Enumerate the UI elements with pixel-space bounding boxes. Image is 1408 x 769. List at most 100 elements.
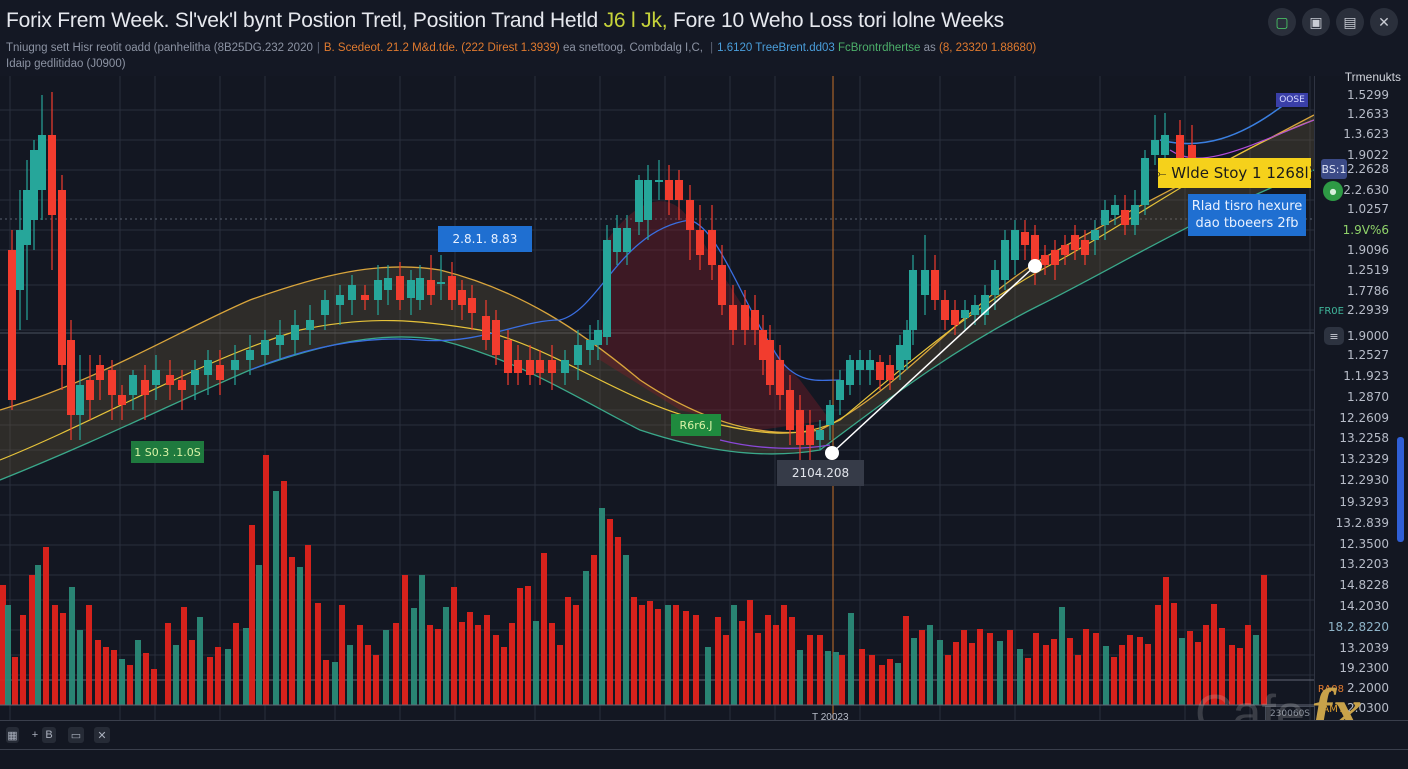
legend-part: Tniugng sett Hisr reotit oadd (panhelith… [6, 42, 313, 54]
price-tick-label: 1.2519 [1347, 263, 1389, 277]
toolbar-divider [0, 749, 1408, 750]
price-value: 1.5299 [1347, 88, 1389, 102]
price-value: 13.2329 [1339, 452, 1389, 466]
legend-part: ea snettoog. Combdalg I,C, [559, 42, 707, 54]
bold-button[interactable]: B [42, 727, 56, 743]
price-tick-label: 1.3.623 [1343, 127, 1389, 141]
legend-part: | [316, 42, 320, 54]
price-tick-label: 1.9096 [1347, 243, 1389, 257]
plus-icon: + [31, 729, 39, 741]
price-tick-label: FR0E 2.2939 [1319, 303, 1389, 317]
camera-icon: ▣ [1309, 13, 1323, 30]
screenshot-button[interactable]: ▣ [1302, 8, 1330, 36]
price-tick-label: 19.2300 [1339, 661, 1389, 675]
price-value: 2.2939 [1347, 303, 1389, 317]
price-value: 13.2039 [1339, 641, 1389, 655]
bs-badge[interactable]: BS:1 [1321, 159, 1347, 179]
price-value: 13.2203 [1339, 557, 1389, 571]
stop-loss-callout[interactable]: ⟜ Wlde Stoy 1 1268l) [1155, 158, 1315, 188]
price-value: 12.3500 [1339, 537, 1389, 551]
price-tick-label: AMT 2.0300 [1322, 701, 1389, 715]
alert-badge-icon[interactable]: ● [1323, 181, 1343, 201]
price-tick-label: 13.2039 [1339, 641, 1389, 655]
price-value: 2.2.630 [1343, 183, 1389, 197]
price-tick-label: 18.2.8220 [1328, 620, 1389, 634]
price-label-blue[interactable]: 2.8.1. 8.83 [438, 226, 532, 252]
info-callout[interactable]: Rlad tisro hexure dao tboeers 2fb [1188, 194, 1306, 236]
price-tick-label: 13.2.839 [1336, 516, 1389, 530]
add-button[interactable]: + [30, 727, 40, 743]
legend-part: | [710, 42, 714, 54]
price-axis-title: Trmenukts [1344, 70, 1401, 84]
price-tick-label: 19.3293 [1339, 495, 1389, 509]
price-tick-label: 13.2329 [1339, 452, 1389, 466]
top-right-tag[interactable]: OOSE [1276, 93, 1308, 107]
price-tick-label: 1.7786 [1347, 284, 1389, 298]
price-value: 1.0257 [1347, 202, 1389, 216]
price-value: 1.9096 [1347, 243, 1389, 257]
legend-part: FcBrontrdhertse [837, 42, 921, 54]
price-tick-label: RA08 2.2000 [1318, 681, 1389, 695]
legend-line: Tniugng sett Hisr reotit oadd (panhelith… [6, 42, 1036, 54]
bottom-toolbar: ▦ + B ▭ ✕ [0, 720, 1408, 769]
keyboard-icon: ▭ [70, 729, 82, 742]
layout-icon: ▢ [1275, 13, 1289, 30]
legend-part: B. Scedeot. 21.2 M&d.tde. (222 Direst 1.… [323, 42, 560, 54]
price-tick-label: 2.2.630 [1343, 183, 1389, 197]
price-value: 13.2.839 [1335, 516, 1389, 530]
keyboard-button[interactable]: ▭ [68, 727, 84, 743]
info-callout-line2: dao tboeers 2fb [1195, 216, 1299, 231]
price-tick-label: 1.1.923 [1343, 369, 1389, 383]
price-value: 1.9022 [1347, 148, 1389, 162]
chart-header: Forix Frem Week. Sl'vek'l bynt Postion T… [0, 0, 1408, 76]
info-callout-line1: Rlad tisro hexure [1191, 199, 1303, 214]
price-value: 1.2527 [1347, 348, 1389, 362]
layout-button[interactable]: ▢ [1268, 8, 1296, 36]
close-icon: ✕ [1378, 13, 1390, 30]
bars-icon: ▦ [7, 729, 18, 742]
clear-button[interactable]: ✕ [94, 727, 110, 743]
price-value: 12.2930 [1339, 473, 1389, 487]
price-value: 1.2519 [1347, 263, 1389, 277]
price-value: 1.7786 [1347, 284, 1389, 298]
price-value: 14.2030 [1339, 599, 1389, 613]
price-value: 1.9V%6 [1342, 223, 1389, 237]
price-label-green-left[interactable]: 1 S0.3 .1.0S [131, 441, 204, 463]
price-scrollbar[interactable] [1397, 437, 1404, 542]
close-button[interactable]: ✕ [1370, 8, 1398, 36]
price-value: 18.2.8220 [1327, 620, 1389, 634]
indicator-button[interactable]: ▦ [6, 727, 19, 743]
price-tick-label: 12.3500 [1339, 537, 1389, 551]
x-icon: ✕ [97, 729, 107, 742]
price-tag: FR0E [1318, 306, 1344, 317]
title-tail: Fore 10 Weho Loss tori lolne Weeks [667, 9, 1004, 32]
price-tick-label: 13.2203 [1339, 557, 1389, 571]
price-tick-label: 12.2609 [1339, 411, 1389, 425]
price-value: 1.1.923 [1343, 369, 1389, 383]
price-value: 2.2000 [1347, 681, 1389, 695]
price-tick-label: 1.2870 [1347, 390, 1389, 404]
price-tag: RA08 [1317, 684, 1344, 695]
legend-part: (8, 23320 1.88680) [938, 42, 1037, 54]
window-controls: ▢ ▣ ▤ ✕ [1268, 8, 1398, 36]
price-value: 1.9000 [1347, 329, 1389, 343]
price-value: 2.2628 [1347, 162, 1389, 176]
menu-badge-icon[interactable]: ≡ [1324, 327, 1344, 345]
price-tick-label: 1.9022 [1347, 148, 1389, 162]
price-value: 1.2633 [1347, 107, 1389, 121]
price-value: 19.3293 [1339, 495, 1389, 509]
calendar-button[interactable]: ▤ [1336, 8, 1364, 36]
price-tag: AMT [1322, 704, 1344, 715]
legend-part: 1.6120 TreeBrent.dd03 [717, 42, 838, 54]
price-value: 2.0300 [1347, 701, 1389, 715]
price-tick-label: 2.2628 [1347, 162, 1389, 176]
b-icon: B [45, 729, 53, 741]
legend-part: as [920, 42, 939, 54]
candlestick-chart[interactable] [0, 76, 1315, 720]
price-value: 1.2870 [1347, 390, 1389, 404]
price-tick-label: 13.2258 [1339, 431, 1389, 445]
price-tick-label: 14.8228 [1339, 578, 1389, 592]
chart-canvas[interactable] [0, 76, 1315, 720]
price-label-green-mid[interactable]: R6r6.J [671, 414, 721, 436]
price-value: 14.8228 [1339, 578, 1389, 592]
